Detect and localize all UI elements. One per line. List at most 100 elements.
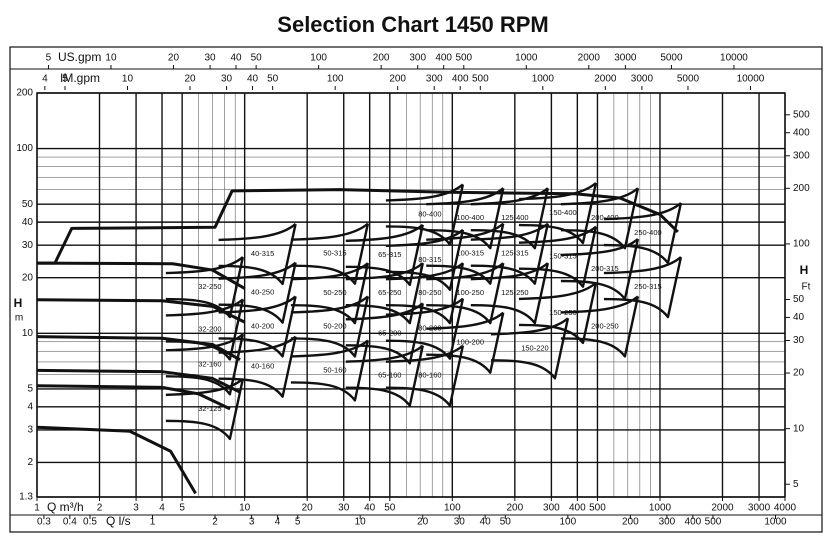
y2-tick-label: 5 xyxy=(793,479,799,490)
secondary-x-tick-label: 300 xyxy=(426,74,443,85)
secondary-x-tick-label: 40 xyxy=(480,517,492,528)
secondary-x-tick-label: 10000 xyxy=(737,74,765,85)
pump-model-label: 40-250 xyxy=(251,288,274,297)
pump-model-label: 80-400 xyxy=(418,209,441,218)
pump-tile xyxy=(290,339,370,402)
secondary-x-tick-label: 300 xyxy=(409,53,426,64)
secondary-x-tick-label: 40 xyxy=(247,74,259,85)
y2-tick-label: 50 xyxy=(793,294,805,305)
secondary-x-tick-label: 4 xyxy=(275,517,281,528)
secondary-x-tick-label: 2000 xyxy=(578,53,601,64)
secondary-x-tick-label: 20 xyxy=(417,517,429,528)
secondary-x-tick-label: 100 xyxy=(327,74,344,85)
secondary-x-tick-label: 0.3 xyxy=(37,517,51,528)
pump-tile xyxy=(470,262,550,325)
secondary-x-tick-label: 50 xyxy=(251,53,263,64)
secondary-x-tick-label: 0.4 xyxy=(63,517,77,528)
secondary-x-tick-label: 10 xyxy=(122,74,134,85)
y-tick-label: 3 xyxy=(27,425,33,436)
pump-model-label: 80-250 xyxy=(418,288,441,297)
secondary-x-tick-label: 5 xyxy=(62,74,68,85)
secondary-x-tick-label: 5000 xyxy=(660,53,683,64)
y2-tick-label: 30 xyxy=(793,335,805,346)
pump-model-label: 40-315 xyxy=(251,249,274,258)
pump-tile xyxy=(560,187,640,250)
secondary-x-axis-label: IM.gpm xyxy=(60,71,100,85)
x-tick-label: 500 xyxy=(589,503,606,514)
secondary-x-axis-label: Q l/s xyxy=(106,514,131,528)
secondary-x-tick-label: 5000 xyxy=(677,74,700,85)
pump-model-label: 100-315 xyxy=(456,249,484,258)
pump-model-label: 200-250 xyxy=(591,321,619,330)
pump-model-label: 150-315 xyxy=(549,252,577,261)
envelope-curve xyxy=(36,368,241,394)
x-tick-label: 3 xyxy=(133,503,139,514)
y2-tick-label: 500 xyxy=(793,109,810,120)
x-tick-label: 50 xyxy=(384,503,396,514)
pump-tile xyxy=(290,222,370,285)
envelope-curve xyxy=(37,188,679,265)
plot-area xyxy=(36,92,786,498)
y-tick-label: 100 xyxy=(16,143,33,154)
y-tick-label: 2 xyxy=(27,457,33,468)
pump-model-label: 50-315 xyxy=(323,249,346,258)
secondary-x-tick-label: 200 xyxy=(389,74,406,85)
secondary-x-tick-label: 500 xyxy=(455,53,472,64)
x-tick-label: 400 xyxy=(569,503,586,514)
pump-model-label: 32-125 xyxy=(198,404,221,413)
x-tick-label: 3000 xyxy=(748,503,771,514)
y-tick-label: 5 xyxy=(27,384,33,395)
secondary-x-tick-label: 1000 xyxy=(532,74,555,85)
secondary-x-tick-label: 5 xyxy=(46,53,52,64)
pump-tile xyxy=(345,262,424,325)
secondary-x-tick-label: 3 xyxy=(249,517,255,528)
secondary-x-tick-label: 20 xyxy=(168,53,180,64)
pump-model-label: 40-160 xyxy=(251,362,274,371)
secondary-x-tick-label: 400 xyxy=(435,53,452,64)
pump-model-label: 100-200 xyxy=(456,338,484,347)
secondary-x-tick-label: 20 xyxy=(184,74,196,85)
secondary-x-tick-label: 2 xyxy=(212,517,218,528)
secondary-x-tick-label: 300 xyxy=(659,517,676,528)
secondary-x-tick-label: 3000 xyxy=(614,53,637,64)
pump-model-label: 150-400 xyxy=(549,208,577,217)
x-tick-label: 200 xyxy=(506,503,523,514)
pump-model-label: 80-315 xyxy=(418,255,441,264)
pump-tile xyxy=(165,377,245,441)
pump-tile xyxy=(165,298,245,361)
y-tick-label: 200 xyxy=(16,88,33,99)
secondary-x-tick-label: 1000 xyxy=(764,517,787,528)
pump-model-label: 65-200 xyxy=(378,328,401,337)
chart-title: Selection Chart 1450 RPM xyxy=(277,12,548,37)
x-tick-label: 2000 xyxy=(711,503,734,514)
pump-tile xyxy=(165,256,245,319)
pump-tile xyxy=(218,335,297,398)
secondary-x-tick-label: 100 xyxy=(559,517,576,528)
pump-model-label: 200-315 xyxy=(591,264,619,273)
pump-tile xyxy=(426,311,505,374)
y2-tick-label: 400 xyxy=(793,127,810,138)
x-tick-label: 40 xyxy=(364,503,376,514)
pump-tile xyxy=(518,225,598,288)
y-tick-label: 50 xyxy=(22,199,34,210)
pump-model-label: 125-250 xyxy=(501,288,529,297)
pump-tile xyxy=(518,281,598,345)
x-tick-label: 4 xyxy=(159,503,165,514)
secondary-x-tick-label: 50 xyxy=(267,74,279,85)
envelope-curve xyxy=(36,425,197,495)
secondary-x-tick-label: 10000 xyxy=(720,53,748,64)
x-tick-label: 300 xyxy=(543,503,560,514)
envelope-curve xyxy=(36,384,231,411)
pump-model-label: 50-160 xyxy=(323,365,346,374)
secondary-x-tick-label: 100 xyxy=(310,53,327,64)
y2-tick-label: 20 xyxy=(793,368,805,379)
secondary-x-tick-label: 200 xyxy=(622,517,639,528)
y2-tick-label: 100 xyxy=(793,239,810,250)
secondary-x-tick-label: 500 xyxy=(472,74,489,85)
pump-model-label: 65-160 xyxy=(378,371,401,380)
secondary-x-tick-label: 200 xyxy=(373,53,390,64)
pump-tile xyxy=(603,256,683,319)
pump-tile xyxy=(385,344,465,407)
pump-model-label: 125-315 xyxy=(501,249,529,258)
